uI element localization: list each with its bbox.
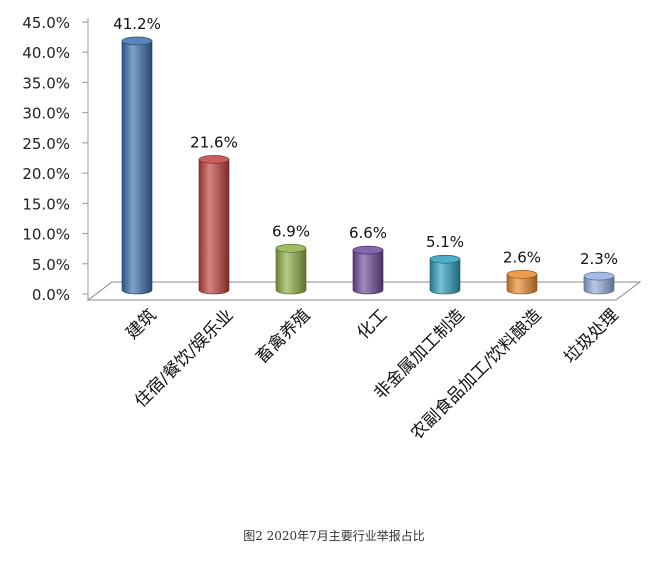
data-label: 2.6% <box>503 248 541 266</box>
y-tick-label: 15.0% <box>22 195 70 213</box>
bar-body <box>506 273 538 295</box>
bar <box>429 254 461 295</box>
bar-chart: 0.0% 5.0% 10.0% 15.0% 20.0% 25.0% 30.0% 35.0% 40… <box>22 14 642 444</box>
bar <box>506 269 538 295</box>
y-tick-label: 0.0% <box>32 286 70 304</box>
data-label: 21.6% <box>190 133 238 151</box>
y-tick-label: 35.0% <box>22 74 70 92</box>
bar-top <box>429 254 461 264</box>
figure-caption: 图2 2020年7月主要行业举报占比 <box>243 529 425 543</box>
bar <box>352 245 384 295</box>
bar-body <box>198 159 230 295</box>
bar-body <box>121 40 153 295</box>
data-label: 41.2% <box>113 15 161 33</box>
bar-top <box>352 245 384 255</box>
y-tick-label: 10.0% <box>22 226 70 244</box>
data-label: 5.1% <box>426 233 464 251</box>
bar-top <box>583 271 615 281</box>
bar-top <box>506 269 538 279</box>
bar-top <box>121 36 153 46</box>
data-label: 2.3% <box>580 250 618 268</box>
bar-body <box>429 258 461 295</box>
data-labels: 41.2% 21.6% 6.9% 6.6% 5.1% 2.6% 2.3% <box>113 15 618 268</box>
x-tick-label: 化工 <box>353 305 391 343</box>
bar <box>583 271 615 295</box>
data-label: 6.9% <box>272 222 310 240</box>
bar-body <box>352 249 384 295</box>
y-tick-label: 30.0% <box>22 105 70 123</box>
data-label: 6.6% <box>349 224 387 242</box>
y-axis: 0.0% 5.0% 10.0% 15.0% 20.0% 25.0% 30.0% 35.0% 40… <box>22 14 89 304</box>
y-tick-label: 40.0% <box>22 44 70 62</box>
x-tick-label: 农副食品加工/饮料酿造 <box>407 305 545 443</box>
bar-top <box>275 243 307 253</box>
bar <box>198 155 230 295</box>
y-tick-label: 5.0% <box>32 256 70 274</box>
bar <box>121 36 153 295</box>
y-tick-label: 20.0% <box>22 165 70 183</box>
x-tick-label: 垃圾处理 <box>560 305 622 367</box>
bar-top <box>198 155 230 164</box>
bar-body <box>275 247 307 295</box>
y-tick-label: 25.0% <box>22 135 70 153</box>
bar <box>275 243 307 295</box>
y-tick-label: 45.0% <box>22 14 70 32</box>
x-tick-label: 畜禽养殖 <box>252 305 314 367</box>
x-tick-label: 建筑 <box>122 305 160 343</box>
bar-body <box>583 275 615 295</box>
bars <box>121 36 615 295</box>
